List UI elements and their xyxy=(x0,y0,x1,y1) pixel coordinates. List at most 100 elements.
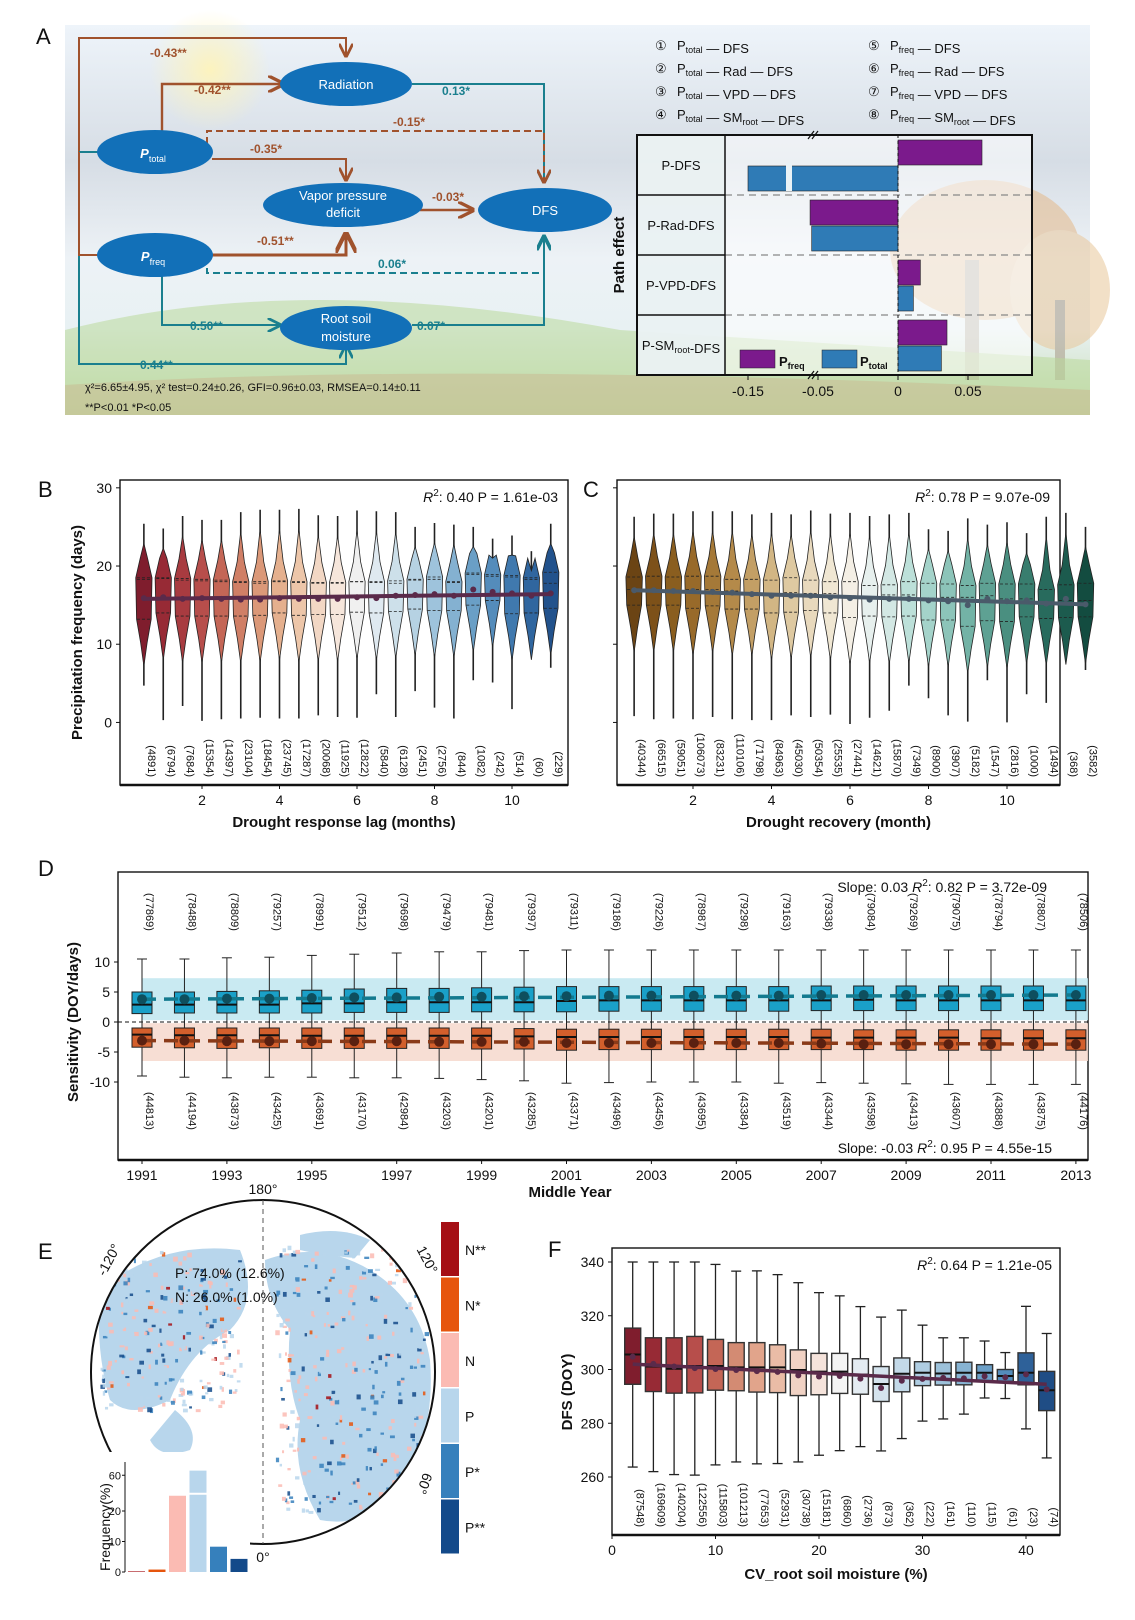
sample-count-label: (59051) xyxy=(674,739,686,777)
map-pixel xyxy=(123,1273,127,1278)
map-pixel xyxy=(372,1273,377,1277)
map-pixel xyxy=(199,1311,202,1316)
violin xyxy=(919,548,938,667)
map-pixel xyxy=(212,1341,218,1345)
y-tick-label: 0 xyxy=(102,1014,110,1030)
map-pixel xyxy=(114,1359,117,1363)
map-pixel xyxy=(160,1285,164,1290)
sample-count-label: (79479) xyxy=(440,893,452,931)
x-tick-label: 10 xyxy=(708,1542,724,1558)
sample-count-label: (79397) xyxy=(525,893,537,931)
panel-e-map: 180° -120° 120° 60° 0° P: 74.0% (12.6%) N: 26.… xyxy=(90,1181,487,1598)
map-pixel xyxy=(191,1291,195,1295)
map-pixel xyxy=(129,1293,134,1297)
map-pixel xyxy=(414,1341,419,1346)
map-pixel xyxy=(160,1342,163,1346)
map-pixel xyxy=(167,1343,173,1347)
mean-point xyxy=(981,1373,988,1380)
map-pixel xyxy=(150,1343,153,1349)
map-pixel xyxy=(101,1369,106,1372)
x-tick-label: 2003 xyxy=(636,1167,667,1183)
x-tick-label: 4 xyxy=(276,792,284,808)
map-pixel xyxy=(120,1326,125,1329)
x-axis-label: Middle Year xyxy=(528,1184,611,1201)
mean-point-negative xyxy=(264,1036,275,1047)
map-pixel xyxy=(400,1306,405,1312)
map-pixel xyxy=(279,1463,283,1467)
map-pixel xyxy=(147,1407,152,1413)
sample-count-label: (161) xyxy=(944,1501,956,1527)
map-pixel xyxy=(352,1361,356,1367)
map-pixel xyxy=(338,1289,343,1295)
mean-point-negative xyxy=(901,1039,912,1050)
summary-negative-percent: N: 26.0% (1.0%) xyxy=(175,1289,278,1305)
map-pixel xyxy=(326,1477,329,1481)
path-legend-item: Pfreq — SMroot — DFS xyxy=(890,107,1016,128)
map-pixel xyxy=(163,1295,168,1301)
lon-label-120: 120° xyxy=(414,1243,442,1276)
map-pixel xyxy=(418,1269,423,1273)
sample-count-label: (115) xyxy=(986,1502,998,1527)
map-pixel xyxy=(281,1496,286,1501)
inset-bar xyxy=(169,1495,186,1572)
legend-label-ptotal: Ptotal xyxy=(860,354,888,371)
map-pixel xyxy=(370,1295,373,1301)
path-number-icon: ⑧ xyxy=(868,107,880,122)
map-pixel xyxy=(389,1435,395,1439)
map-pixel xyxy=(424,1332,430,1337)
map-pixel xyxy=(376,1452,379,1456)
violin xyxy=(484,554,502,648)
mean-point xyxy=(671,1363,678,1370)
map-pixel xyxy=(352,1302,356,1306)
map-pixel xyxy=(286,1379,291,1383)
map-pixel xyxy=(159,1250,164,1255)
map-pixel xyxy=(185,1272,190,1275)
map-pixel xyxy=(178,1285,184,1291)
trend-line xyxy=(143,592,551,601)
map-pixel xyxy=(288,1327,291,1332)
sample-count-label: (77653) xyxy=(758,1489,770,1527)
map-pixel xyxy=(307,1416,313,1419)
x-tick-label: 6 xyxy=(846,792,854,808)
trend-stats-annotation: Slope: -0.03 R2: 0.95 P = 4.55e-15 xyxy=(838,1139,1053,1156)
map-pixel xyxy=(166,1340,170,1346)
sample-count-label: (84963) xyxy=(773,739,785,777)
map-pixel xyxy=(400,1377,405,1381)
map-pixel xyxy=(203,1289,209,1294)
map-pixel xyxy=(109,1329,114,1334)
map-pixel xyxy=(171,1378,175,1381)
map-pixel xyxy=(308,1315,311,1319)
map-pixel xyxy=(307,1403,311,1406)
map-pixel xyxy=(409,1412,415,1417)
map-pixel xyxy=(350,1458,353,1463)
map-pixel xyxy=(146,1348,151,1353)
map-pixel xyxy=(417,1358,420,1364)
map-pixel xyxy=(361,1504,367,1507)
map-pixel xyxy=(324,1286,328,1290)
map-pixel xyxy=(303,1393,308,1397)
map-pixel xyxy=(208,1339,213,1345)
map-pixel xyxy=(180,1387,184,1392)
map-pixel xyxy=(306,1313,312,1317)
map-pixel xyxy=(348,1310,351,1316)
map-pixel xyxy=(148,1364,151,1370)
map-pixel xyxy=(382,1391,386,1394)
map-pixel xyxy=(355,1480,360,1485)
x-tick-label: 4 xyxy=(768,792,776,808)
map-pixel xyxy=(179,1300,183,1305)
sample-count-label: (74) xyxy=(1048,1507,1060,1527)
map-pixel xyxy=(296,1416,301,1421)
map-pixel xyxy=(139,1346,143,1351)
node-pfreq xyxy=(97,233,213,277)
map-pixel xyxy=(137,1407,143,1412)
map-pixel xyxy=(125,1298,129,1303)
map-pixel xyxy=(211,1358,216,1361)
y-tick-label: 280 xyxy=(581,1415,605,1431)
map-pixel xyxy=(278,1484,283,1487)
map-pixel xyxy=(239,1362,243,1368)
y-tick-label: 300 xyxy=(581,1362,605,1378)
map-pixel xyxy=(327,1470,331,1474)
path-legend-item: Ptotal — SMroot — DFS xyxy=(677,107,804,128)
x-tick-label: 0.05 xyxy=(954,383,981,399)
map-pixel xyxy=(131,1316,136,1320)
